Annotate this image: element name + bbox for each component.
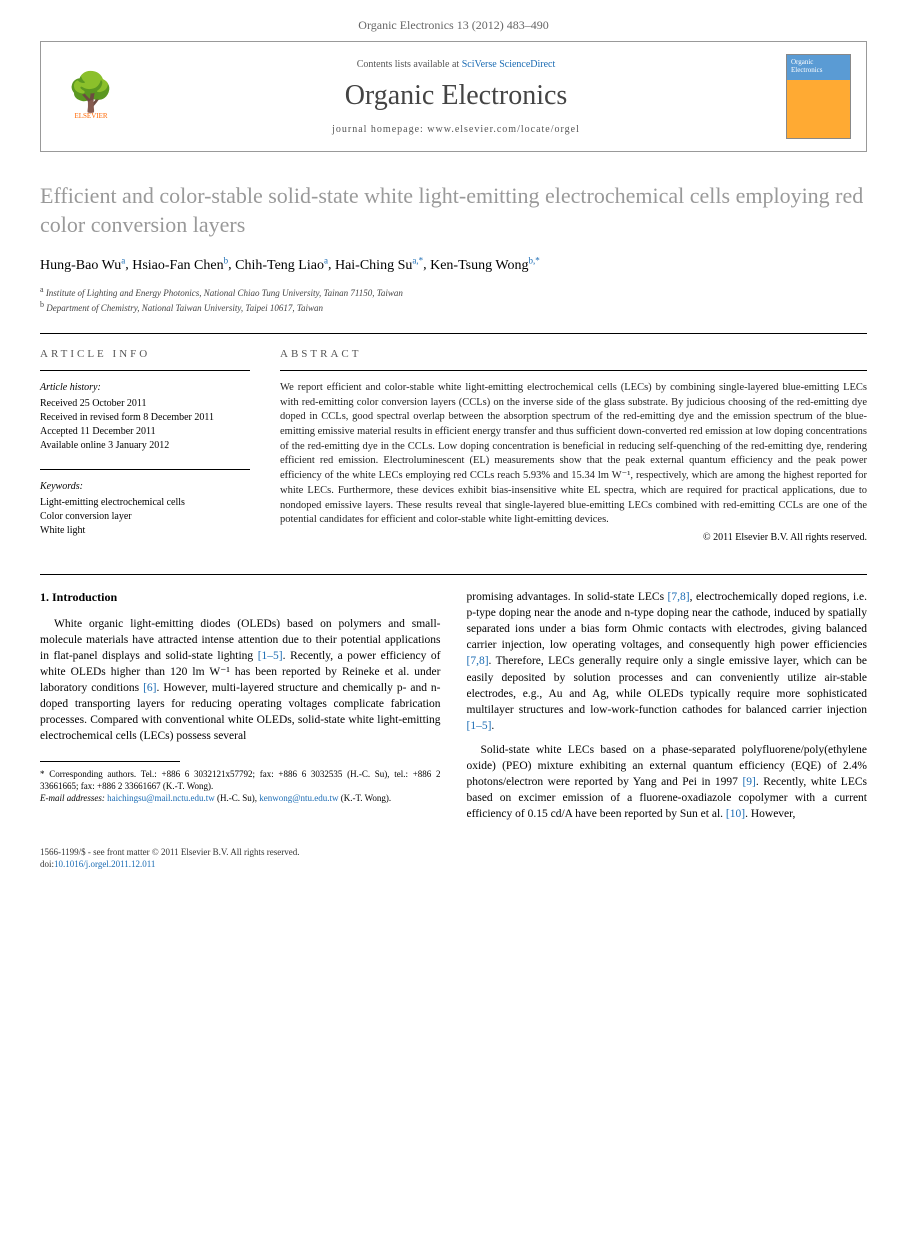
history-line: Received 25 October 2011 (40, 397, 250, 411)
journal-cover-thumbnail: Organic Electronics (786, 54, 851, 139)
body-paragraph: Solid-state white LECs based on a phase-… (467, 742, 868, 822)
corresponding-author-note: * Corresponding authors. Tel.: +886 6 30… (40, 768, 441, 792)
introduction-header: 1. Introduction (40, 589, 441, 606)
keyword: White light (40, 524, 250, 538)
abstract-text: We report efficient and color-stable whi… (280, 381, 867, 528)
body-two-columns: 1. Introduction White organic light-emit… (40, 589, 867, 830)
email-link[interactable]: kenwong@ntu.edu.tw (259, 793, 338, 803)
reference-link[interactable]: [7,8] (668, 591, 690, 603)
journal-name: Organic Electronics (126, 80, 786, 112)
author: Hung-Bao Wua (40, 258, 125, 273)
page-citation-header: Organic Electronics 13 (2012) 483–490 (0, 0, 907, 41)
abstract-column: abstract We report efficient and color-s… (280, 348, 867, 554)
article-info-column: article info Article history: Received 2… (40, 348, 250, 554)
elsevier-tree-icon: 🌳 (67, 74, 114, 112)
body-paragraph: promising advantages. In solid-state LEC… (467, 589, 868, 734)
history-line: Available online 3 January 2012 (40, 439, 250, 453)
footnotes: * Corresponding authors. Tel.: +886 6 30… (40, 768, 441, 804)
abstract-divider (280, 370, 867, 371)
contents-prefix: Contents lists available at (357, 59, 462, 70)
keyword: Light-emitting electrochemical cells (40, 496, 250, 510)
keyword: Color conversion layer (40, 510, 250, 524)
article-title: Efficient and color-stable solid-state w… (40, 182, 867, 239)
author: Chih-Teng Liaoa (235, 258, 328, 273)
keywords-label: Keywords: (40, 480, 250, 494)
body-paragraph: White organic light-emitting diodes (OLE… (40, 616, 441, 745)
email-link[interactable]: haichingsu@mail.nctu.edu.tw (107, 793, 215, 803)
citation-text: Organic Electronics 13 (2012) 483–490 (358, 18, 548, 32)
article-history-block: Article history: Received 25 October 201… (40, 381, 250, 453)
author: Hai-Ching Sua,* (335, 258, 423, 273)
section-divider (40, 333, 867, 334)
body-left-column: 1. Introduction White organic light-emit… (40, 589, 441, 830)
author: Hsiao-Fan Chenb (132, 258, 228, 273)
section-divider (40, 574, 867, 575)
journal-homepage: journal homepage: www.elsevier.com/locat… (126, 124, 786, 135)
reference-link[interactable]: [1–5] (467, 720, 492, 732)
body-right-column: promising advantages. In solid-state LEC… (467, 589, 868, 830)
authors-list: Hung-Bao Wua, Hsiao-Fan Chenb, Chih-Teng… (40, 255, 867, 274)
front-matter-line: 1566-1199/$ - see front matter © 2011 El… (40, 846, 867, 858)
affiliation: b Department of Chemistry, National Taiw… (40, 299, 867, 315)
sciencedirect-link[interactable]: SciVerse ScienceDirect (462, 59, 556, 70)
reference-link[interactable]: [7,8] (467, 655, 489, 667)
info-divider (40, 370, 250, 371)
doi-link[interactable]: 10.1016/j.orgel.2011.12.011 (54, 859, 155, 869)
reference-link[interactable]: [1–5] (258, 650, 283, 662)
reference-link[interactable]: [9] (742, 776, 755, 788)
meta-abstract-row: article info Article history: Received 2… (40, 348, 867, 554)
history-line: Accepted 11 December 2011 (40, 425, 250, 439)
page-footer: 1566-1199/$ - see front matter © 2011 El… (40, 846, 867, 870)
elsevier-logo: 🌳 ELSEVIER (56, 57, 126, 137)
journal-info: Contents lists available at SciVerse Sci… (126, 59, 786, 135)
cover-title: Organic Electronics (791, 58, 823, 74)
affiliations: a Institute of Lighting and Energy Photo… (40, 284, 867, 315)
article-info-header: article info (40, 348, 250, 360)
footnote-divider (40, 761, 180, 762)
history-label: Article history: (40, 381, 250, 395)
reference-link[interactable]: [6] (143, 682, 156, 694)
affiliation: a Institute of Lighting and Energy Photo… (40, 284, 867, 300)
abstract-header: abstract (280, 348, 867, 360)
copyright-line: © 2011 Elsevier B.V. All rights reserved… (280, 532, 867, 543)
author: Ken-Tsung Wongb,* (430, 258, 540, 273)
reference-link[interactable]: [10] (726, 808, 745, 820)
keywords-block: Keywords: Light-emitting electrochemical… (40, 480, 250, 538)
doi-line: doi:10.1016/j.orgel.2011.12.011 (40, 858, 867, 870)
info-divider (40, 469, 250, 470)
contents-available-line: Contents lists available at SciVerse Sci… (126, 59, 786, 70)
journal-banner: 🌳 ELSEVIER Contents lists available at S… (40, 41, 867, 152)
elsevier-label: ELSEVIER (74, 112, 107, 120)
email-addresses: E-mail addresses: haichingsu@mail.nctu.e… (40, 792, 441, 804)
history-line: Received in revised form 8 December 2011 (40, 411, 250, 425)
